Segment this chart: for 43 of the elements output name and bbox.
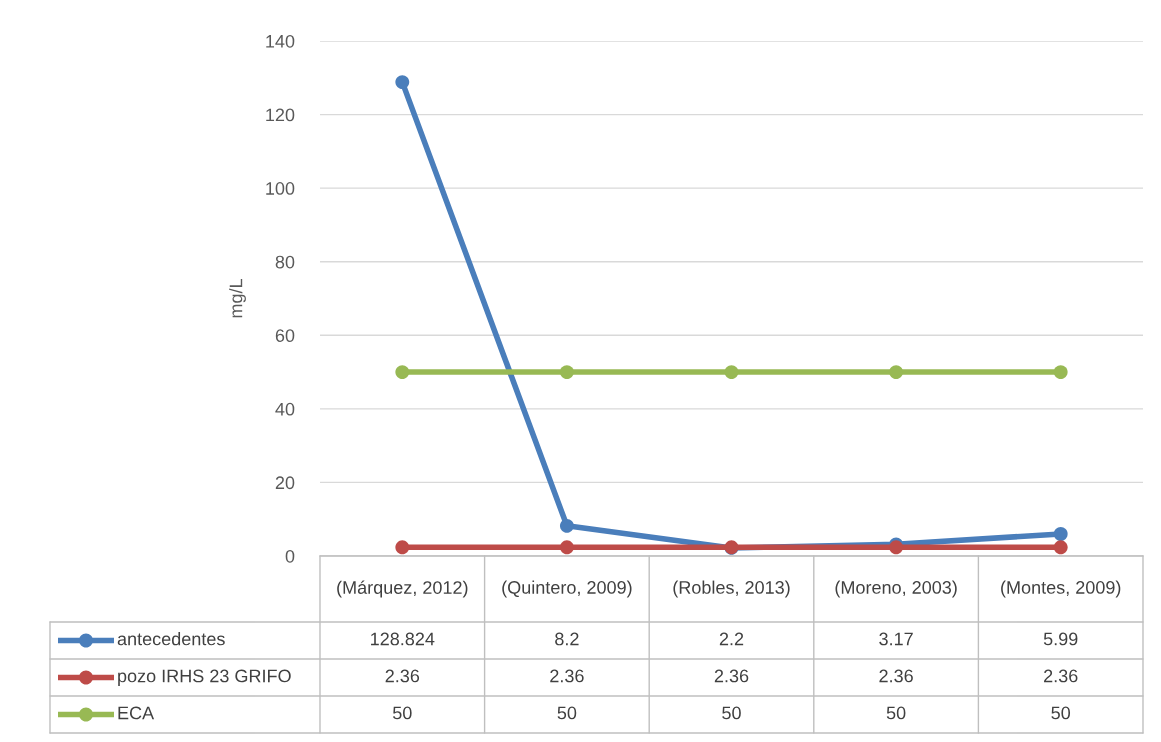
x-tick-label: (Márquez, 2012) xyxy=(337,580,468,598)
legend-label: pozo IRHS 23 GRIFO xyxy=(118,669,291,686)
point xyxy=(395,365,410,380)
y-tick-label: 80 xyxy=(275,255,295,269)
point xyxy=(1053,365,1068,380)
data-label: 2.36 xyxy=(879,669,913,683)
y-axis-title: mg/L xyxy=(229,279,246,318)
point xyxy=(1053,527,1068,541)
data-label: 5.99 xyxy=(1043,632,1078,646)
x-tick-label: (Quintero, 2009) xyxy=(502,580,632,598)
y-tick-label: 0 xyxy=(285,549,295,563)
data-label: 2.36 xyxy=(550,669,584,683)
data-label: 8.2 xyxy=(555,632,579,646)
x-tick-label: (Robles, 2013) xyxy=(673,580,790,598)
data-label: 128.824 xyxy=(371,632,435,646)
data-label: 2.36 xyxy=(1044,669,1078,683)
data-label: 50 xyxy=(722,706,741,720)
data-label: 2.36 xyxy=(385,669,420,683)
legend-label: ECA xyxy=(118,706,155,720)
data-label: 2.36 xyxy=(714,669,749,683)
point xyxy=(1053,540,1068,555)
data-label: 50 xyxy=(1051,706,1071,720)
y-tick-label: 60 xyxy=(275,329,295,343)
data-label: 50 xyxy=(392,706,412,720)
data-label: 50 xyxy=(886,706,906,720)
y-tick-label: 140 xyxy=(266,34,295,48)
y-tick-label: 120 xyxy=(266,108,295,122)
data-label: 50 xyxy=(557,706,577,720)
point xyxy=(395,75,410,90)
y-tick-label: 20 xyxy=(275,476,295,490)
data-label: 3.17 xyxy=(879,632,913,646)
point xyxy=(395,540,410,555)
y-tick-label: 40 xyxy=(275,402,295,416)
point xyxy=(889,365,904,380)
legend-label: antecedentes xyxy=(117,632,225,646)
point xyxy=(559,540,574,555)
point xyxy=(559,518,574,533)
data-label: 2.2 xyxy=(719,632,744,646)
x-tick-label: (Moreno, 2003) xyxy=(835,580,957,598)
y-tick-label: 100 xyxy=(266,182,295,195)
point xyxy=(559,365,574,380)
x-tick-label: (Montes, 2009) xyxy=(1001,580,1121,598)
point xyxy=(724,365,739,380)
